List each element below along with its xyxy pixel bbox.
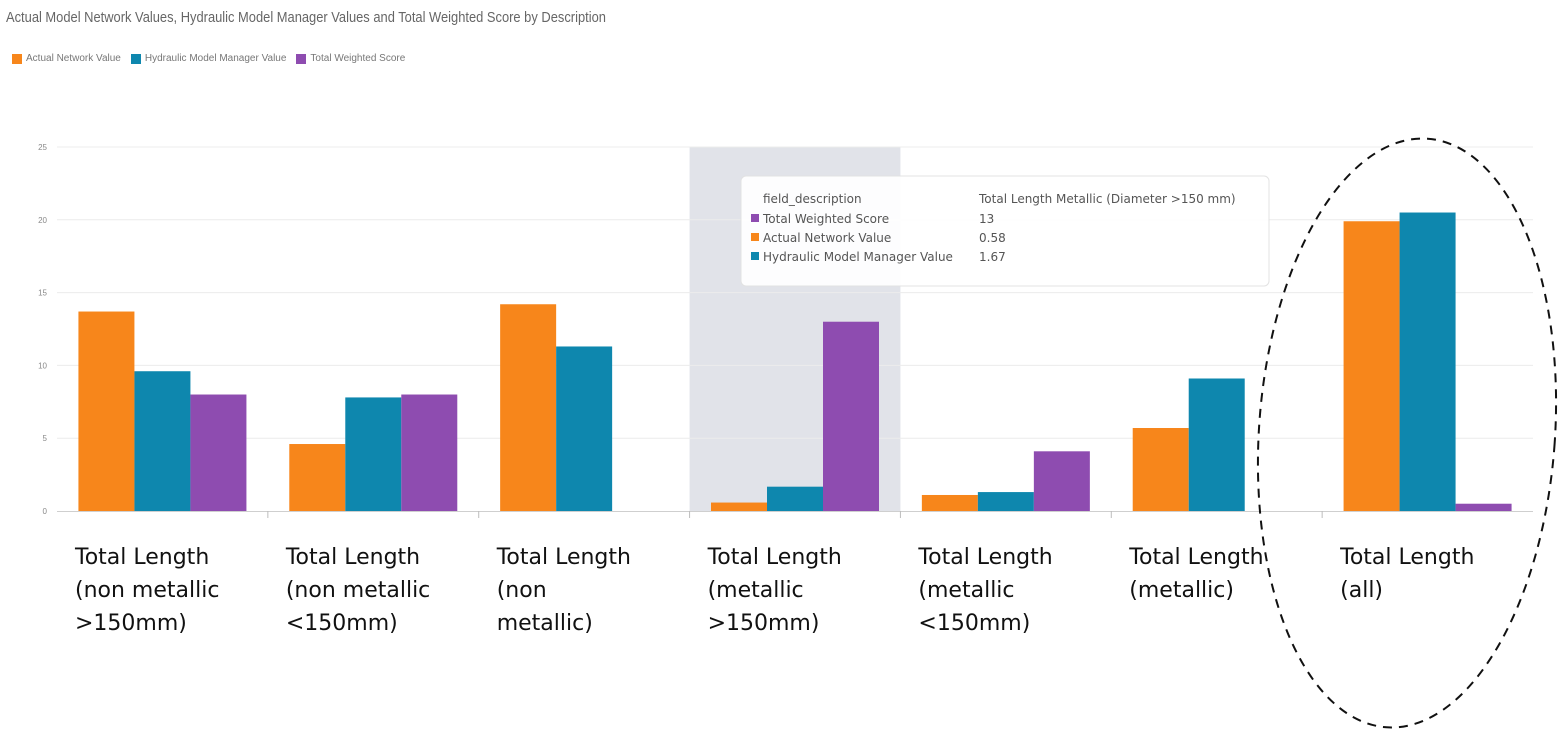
- bar: [78, 311, 135, 511]
- tooltip-row-swatch: [751, 214, 759, 222]
- bar: [401, 394, 458, 511]
- legend-swatch-hydraulic: [130, 53, 141, 64]
- category-label: Total Length (all): [1340, 545, 1475, 603]
- tooltip-header-value: Total Length Metallic (Diameter >150 mm): [978, 192, 1236, 206]
- bar: [1033, 451, 1090, 511]
- legend-item-weighted[interactable]: Total Weighted Score: [296, 53, 405, 64]
- tooltip-row-value: 1.67: [979, 250, 1006, 264]
- annotation-dashed-ellipse: [1256, 137, 1558, 729]
- category-label: Total Length (metallic <150mm): [918, 545, 1053, 636]
- bar: [345, 397, 402, 511]
- legend-item-hydraulic[interactable]: Hydraulic Model Manager Value: [130, 53, 287, 64]
- bar: [711, 502, 767, 511]
- tooltip-row-label: Total Weighted Score: [762, 212, 889, 226]
- category-label: Total Length (non metallic >150mm): [75, 545, 220, 636]
- tooltip-row-label: Actual Network Value: [763, 231, 891, 245]
- chart-title: Actual Model Network Values, Hydraulic M…: [6, 9, 606, 26]
- bar: [556, 346, 613, 511]
- bar: [500, 304, 557, 511]
- y-tick-label: 25: [38, 143, 47, 152]
- tooltip-row-value: 0.58: [979, 231, 1006, 245]
- legend-swatch-actual: [12, 53, 22, 64]
- legend-item-actual[interactable]: Actual Network Value: [12, 53, 121, 64]
- tooltip-header-key: field_description: [763, 192, 862, 206]
- legend-label-hydraulic: Hydraulic Model Manager Value: [144, 53, 287, 64]
- y-tick-label: 0: [43, 507, 48, 516]
- bar: [289, 444, 346, 511]
- bar: [1343, 221, 1400, 512]
- bar: [1399, 212, 1456, 511]
- bar: [1188, 378, 1245, 511]
- y-tick-label: 5: [43, 434, 48, 443]
- bar: [190, 394, 247, 511]
- tooltip-row-label: Hydraulic Model Manager Value: [763, 250, 953, 264]
- category-label: Total Length (metallic >150mm): [707, 545, 842, 636]
- chart-legend: Actual Network Value Hydraulic Model Man…: [12, 53, 405, 64]
- tooltip-row-swatch: [751, 252, 759, 260]
- legend-swatch-weighted: [296, 53, 307, 64]
- y-tick-label: 15: [38, 289, 47, 298]
- bar: [1132, 428, 1189, 511]
- bar: [823, 321, 879, 511]
- bar: [921, 494, 978, 511]
- tooltip-row-swatch: [751, 233, 759, 241]
- category-label: Total Length (non metallic <150mm): [285, 545, 431, 636]
- tooltip-row-value: 13: [979, 212, 994, 226]
- bar: [1455, 503, 1512, 511]
- category-label: Total Length (metallic): [1129, 545, 1264, 603]
- y-tick-label: 10: [38, 361, 47, 370]
- category-label: Total Length (non metallic): [496, 545, 631, 636]
- bar: [977, 492, 1034, 511]
- bar: [767, 486, 823, 511]
- bar: [134, 371, 191, 511]
- legend-label-weighted: Total Weighted Score: [310, 53, 406, 64]
- tooltip-box: [740, 175, 1270, 287]
- y-tick-label: 20: [38, 216, 47, 225]
- legend-label-actual: Actual Network Value: [26, 53, 121, 64]
